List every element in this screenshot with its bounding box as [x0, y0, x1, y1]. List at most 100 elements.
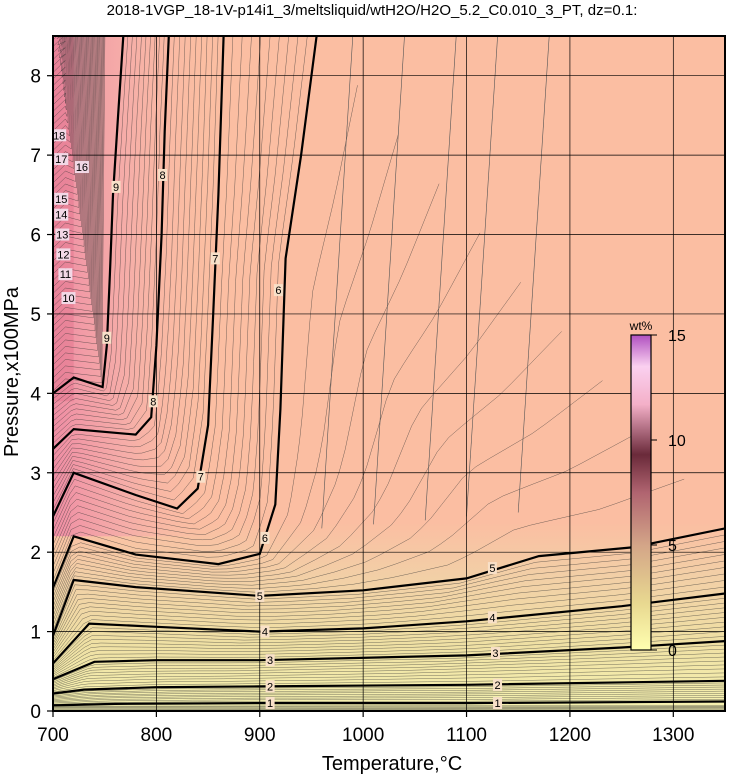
contour-label-bg [74, 161, 89, 174]
minor-contour [53, 36, 93, 294]
minor-contour [53, 560, 725, 650]
minor-contour [53, 36, 186, 470]
minor-contour [53, 36, 234, 524]
x-tick-label: 1300 [652, 725, 694, 746]
contour-label-text: 12 [57, 249, 69, 261]
minor-contour [53, 682, 725, 695]
minor-contour [53, 429, 644, 627]
minor-contour [53, 232, 481, 608]
contour-label: 12 [56, 248, 71, 261]
minor-contour [53, 36, 99, 339]
minor-contour [424, 36, 457, 521]
contour-line-4 [53, 592, 725, 665]
minor-contour [53, 36, 104, 378]
contour-label: 9 [102, 331, 112, 345]
minor-contour [53, 586, 725, 661]
contour-label-bg [490, 647, 500, 660]
minor-contour [53, 36, 175, 456]
minor-contour [53, 644, 725, 681]
contour-label: 18 [52, 129, 67, 142]
minor-contour [53, 36, 79, 190]
x-axis-label: Temperature,°C [322, 753, 462, 775]
contour-label-text: 11 [60, 269, 71, 281]
minor-contour [517, 36, 550, 513]
contour-label: 7 [196, 470, 206, 484]
y-axis: 0 1 2 3 4 5 6 7 8 [30, 67, 53, 723]
minor-contour [53, 612, 725, 670]
minor-contour [53, 36, 213, 504]
minor-contour [53, 36, 208, 497]
minor-contour [53, 36, 66, 73]
major-contours [53, 36, 725, 707]
minor-contour [53, 36, 95, 314]
minor-contour [53, 690, 725, 700]
contour-line-9 [53, 36, 125, 395]
colorbar-tick-label: 15 [668, 328, 686, 345]
contour-label-bg [52, 129, 67, 142]
minor-contour [53, 697, 725, 704]
minor-contour [53, 85, 358, 593]
minor-contour [53, 607, 725, 669]
minor-contour [53, 705, 725, 707]
colorbar-tick-label: 10 [668, 433, 686, 450]
minor-contour [53, 692, 725, 701]
minor-contour [53, 36, 165, 444]
minor-contour [53, 706, 725, 709]
contour-label-bg [55, 228, 70, 241]
minor-contour [53, 554, 725, 647]
minor-contour [53, 36, 197, 483]
minor-contour [53, 36, 151, 427]
minor-contour [53, 36, 160, 438]
contour-label: 4 [260, 625, 270, 639]
x-tick-label: 1200 [549, 725, 591, 746]
contour-label-text: 13 [56, 230, 68, 242]
minor-contour [53, 36, 97, 327]
contour-label-bg [56, 248, 71, 261]
contour-label-text: 16 [76, 162, 88, 174]
contour-label-text: 5 [257, 591, 263, 603]
minor-contour [53, 36, 243, 531]
contour-label-bg [493, 697, 503, 710]
contour-label-text: 7 [212, 253, 218, 265]
minor-contour [53, 36, 102, 365]
contour-label-bg [54, 192, 69, 205]
minor-contour [53, 36, 92, 288]
contour-label-bg [265, 680, 275, 693]
minor-contour [53, 668, 725, 690]
minor-contour [53, 676, 725, 693]
minor-contour [53, 672, 725, 691]
contour-label: 13 [55, 228, 70, 242]
contour-label-text: 8 [150, 396, 156, 408]
colorbar-gradient [630, 334, 652, 651]
minor-contour [53, 652, 725, 684]
minor-contour [53, 36, 94, 301]
contour-label-text: 4 [262, 627, 268, 639]
minor-contour [53, 36, 66, 80]
minor-contour [53, 36, 69, 112]
minor-contour [53, 36, 105, 385]
colorbar-ticks: 0 5 10 15 [651, 328, 686, 660]
contour-line-1 [53, 700, 725, 707]
minor-contour [53, 36, 96, 320]
minor-contour [53, 695, 725, 703]
minor-contour [53, 626, 725, 675]
contour-label: 14 [54, 208, 69, 222]
minor-contour [53, 331, 562, 617]
x-tick-label: 700 [37, 725, 69, 746]
minor-contour [53, 36, 142, 416]
field-fill [53, 36, 423, 537]
minor-contour [53, 36, 100, 346]
minor-contour [53, 36, 191, 477]
contour-label-bg [111, 180, 121, 193]
colorbar-unit: wt% [629, 319, 653, 333]
minor-contour [53, 664, 725, 689]
contour-line-8 [53, 36, 170, 450]
contour-label: 1 [265, 697, 275, 710]
contour-label: 2 [493, 678, 503, 692]
contour-label: 3 [265, 654, 275, 667]
minor-contour [53, 36, 202, 490]
minor-contour [53, 36, 74, 151]
y-tick-label: 4 [30, 384, 41, 405]
minor-contour [53, 36, 133, 405]
contour-label: 5 [487, 562, 497, 575]
